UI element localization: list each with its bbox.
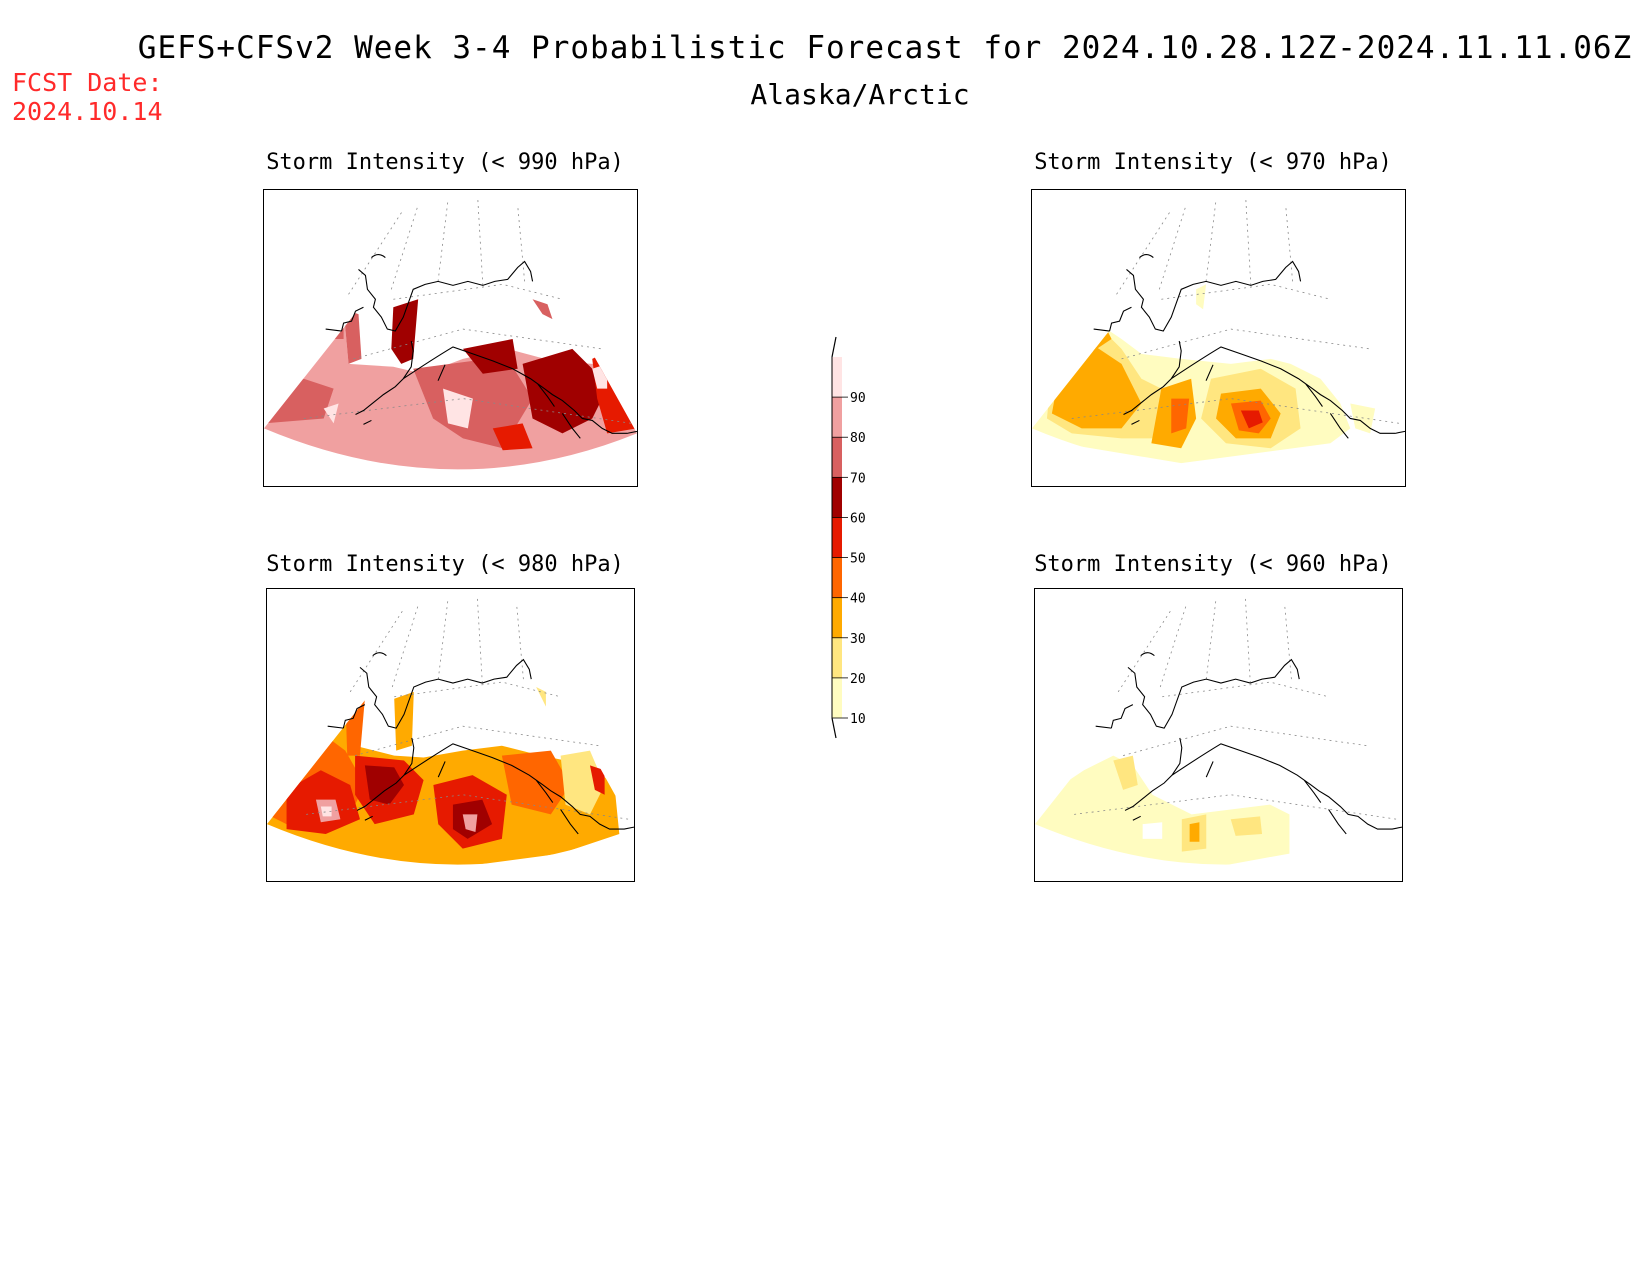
probability-colorbar: 10 20 30 40 50 60 70 80 90 (818, 335, 898, 740)
colorbar-swatch (832, 637, 842, 678)
graticule-line (1116, 209, 1172, 295)
probability-region (589, 765, 605, 795)
probability-region (492, 423, 533, 451)
graticule-line (1205, 199, 1217, 282)
page-title: GEFS+CFSv2 Week 3-4 Probabilistic Foreca… (137, 30, 1633, 66)
colorbar-swatch (832, 677, 842, 718)
map-svg (1032, 199, 1405, 464)
probability-region (343, 309, 362, 364)
colorbar-swatch (832, 517, 842, 558)
graticule-line (353, 328, 603, 360)
colorbar-label: 30 (850, 632, 866, 647)
colorbar-label: 20 (850, 672, 866, 687)
graticule-line (1159, 603, 1188, 688)
coastline (1093, 254, 1405, 439)
probability-region (1240, 410, 1263, 429)
panel-title-970: Storm Intensity (< 970 hPa) (1034, 150, 1392, 175)
probability-region (1113, 755, 1138, 790)
probability-region (1142, 822, 1163, 839)
coastline (1095, 652, 1402, 835)
graticule-line (1158, 204, 1187, 290)
graticule-line (517, 204, 525, 282)
graticule-line (393, 283, 563, 300)
panel-title-990: Storm Intensity (< 990 hPa) (266, 150, 624, 175)
colorbar-swatch (832, 597, 842, 638)
graticule-line (1245, 598, 1251, 684)
graticule-line (1284, 603, 1292, 680)
graticule-line (516, 603, 524, 680)
region-subtitle: Alaska/Arctic (750, 78, 970, 111)
probability-region (391, 299, 419, 364)
graticule-line (390, 204, 419, 290)
probability-region (1196, 284, 1207, 310)
probability-region (1189, 822, 1200, 842)
probability-region (532, 299, 553, 320)
graticule-line (1161, 283, 1331, 300)
graticule-line (437, 598, 449, 680)
probability-region (1035, 755, 1290, 865)
graticule-line (354, 725, 600, 756)
graticule-line (1245, 199, 1252, 286)
colorbar-swatch (832, 437, 842, 478)
graticule-line (1117, 608, 1173, 693)
coastline (325, 254, 637, 439)
map-svg (267, 598, 634, 865)
probability-region (413, 360, 533, 449)
colorbar-label: 60 (850, 511, 866, 526)
graticule-line (437, 199, 449, 282)
colorbar-label: 90 (850, 391, 866, 406)
map-panel-990 (263, 189, 638, 487)
colorbar-bottom-arrow (831, 717, 837, 739)
fcst-date-value: 2024.10.14 (12, 97, 163, 126)
map-panel-980 (266, 588, 635, 882)
probability-region (522, 348, 608, 434)
graticule-line (1162, 681, 1329, 698)
probability-region (1350, 403, 1376, 434)
probability-region (320, 806, 332, 817)
probability-region (501, 750, 571, 815)
graticule-line (477, 598, 483, 684)
fcst-date-label: FCST Date: (12, 68, 163, 97)
graticule-line (1205, 598, 1217, 680)
colorbar-label: 70 (850, 471, 866, 486)
colorbar-label: 80 (850, 431, 866, 446)
colorbar-swatch (832, 357, 842, 398)
graticule-line (1285, 204, 1293, 282)
forecast-date-block: FCST Date: 2024.10.14 (12, 68, 163, 126)
graticule-line (477, 199, 484, 286)
probability-region (462, 814, 478, 833)
graticule-line (394, 681, 561, 698)
colorbar-label: 40 (850, 592, 866, 607)
map-svg (1035, 598, 1402, 865)
colorbar-top-arrow (831, 336, 837, 358)
colorbar-label: 10 (850, 712, 866, 727)
colorbar-swatch (832, 557, 842, 598)
coastline (327, 652, 634, 835)
graticule-line (348, 209, 404, 295)
graticule-line (349, 608, 405, 693)
colorbar-swatch (832, 477, 842, 518)
panel-title-960: Storm Intensity (< 960 hPa) (1034, 552, 1392, 577)
map-svg (264, 199, 637, 470)
probability-region (323, 403, 339, 424)
probability-region (364, 765, 405, 805)
graticule-line (1121, 328, 1371, 360)
probability-region (536, 686, 546, 707)
probability-region (318, 307, 344, 339)
graticule-line (391, 603, 420, 688)
map-panel-970 (1031, 189, 1406, 487)
probability-region (394, 691, 414, 751)
colorbar-label: 50 (850, 552, 866, 567)
probability-region (1230, 816, 1263, 836)
colorbar-swatch (832, 397, 842, 438)
probability-region (264, 378, 334, 424)
map-panel-960 (1034, 588, 1403, 882)
panel-title-980: Storm Intensity (< 980 hPa) (266, 552, 624, 577)
probability-region (1171, 398, 1190, 434)
graticule-line (1122, 725, 1368, 756)
